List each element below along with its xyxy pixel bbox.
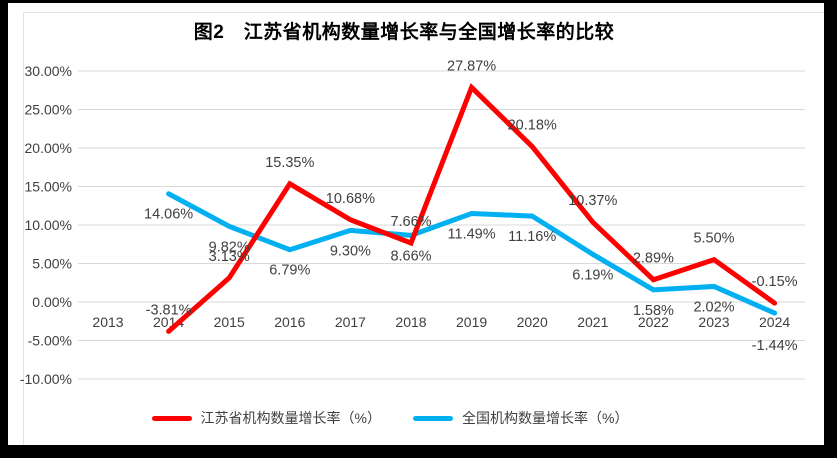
chart-title: 图2 江苏省机构数量增长率与全国增长率的比较 [193,22,615,43]
data-label-series-1: 6.19% [572,267,613,283]
x-tick-label: 2024 [759,314,790,330]
x-tick-label: 2020 [517,314,548,330]
legend-item-national: 全国机构数量增长率（%） [413,408,628,428]
data-label-series-0: 20.18% [508,118,557,134]
y-tick-label: 15.00% [25,179,72,195]
data-label-series-0: -0.15% [752,274,798,290]
data-label-series-1: 9.30% [330,243,371,259]
x-tick-label: 2022 [638,314,669,330]
data-label-series-0: 3.13% [209,249,250,265]
x-tick-label: 2017 [335,314,366,330]
x-tick-label: 2018 [395,314,426,330]
y-tick-label: 5.00% [32,256,72,272]
y-tick-label: 25.00% [25,102,72,118]
y-tick-label: 20.00% [25,140,72,156]
data-label-series-1: 2.02% [693,299,734,315]
y-tick-label: 10.00% [25,217,72,233]
x-tick-label: 2015 [214,314,245,330]
x-tick-label: 2013 [92,314,123,330]
legend-swatch-national [413,415,453,421]
data-label-series-1: 1.58% [633,303,674,319]
legend-label-national: 全国机构数量增长率（%） [462,410,629,426]
data-label-series-1: -1.44% [752,338,798,354]
y-tick-label: -10.00% [20,371,72,387]
chart-legend: 江苏省机构数量增长率（%） 全国机构数量增长率（%） [0,408,798,428]
chart-canvas: 图2 江苏省机构数量增长率与全国增长率的比较 30.00% 25.00% 20.00… [8,3,824,445]
data-label-series-0: 5.50% [693,231,734,247]
x-tick-label: 2016 [274,314,305,330]
data-label-series-1: 11.16% [508,229,556,245]
data-label-series-1: 8.66% [390,248,431,264]
data-label-series-1: 9.82% [209,239,250,255]
data-label-series-0: -3.81% [146,302,192,318]
data-label-series-0: 7.66% [390,214,431,230]
data-label-series-0: 10.37% [568,193,617,209]
data-label-series-0: 10.68% [326,191,375,207]
series-line-0 [166,82,778,334]
x-tick-label: 2019 [456,314,487,330]
series-line-1 [166,191,778,316]
legend-label-jiangsu: 江苏省机构数量增长率（%） [200,410,381,426]
x-tick-label: 2023 [698,314,729,330]
legend-swatch-jiangsu [151,415,192,421]
data-label-series-0: 15.35% [265,155,314,171]
data-label-series-1: 14.06% [144,207,193,223]
data-label-series-0: 2.89% [633,251,674,267]
legend-item-jiangsu: 江苏省机构数量增长率（%） [151,408,381,428]
y-tick-label: -5.00% [28,333,72,349]
x-tick-label: 2021 [577,314,608,330]
y-tick-label: 0.00% [32,294,72,310]
data-label-series-1: 6.79% [269,263,310,279]
data-label-series-1: 11.49% [448,227,496,243]
line-chart-plot: 30.00% 25.00% 20.00% 15.00% 10.00% 5.00% 0.00%… [20,58,805,387]
y-tick-label: 30.00% [25,63,72,79]
data-label-series-0: 27.87% [447,58,496,74]
